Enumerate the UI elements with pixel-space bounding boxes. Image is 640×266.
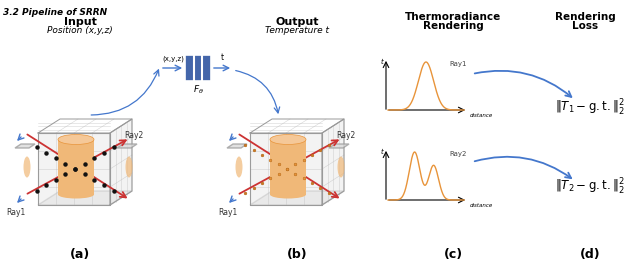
Text: $F_\theta$: $F_\theta$ — [193, 84, 204, 97]
Ellipse shape — [337, 156, 344, 177]
Text: Rendering: Rendering — [555, 12, 616, 22]
Text: Ray2: Ray2 — [337, 131, 356, 140]
Ellipse shape — [270, 190, 306, 198]
Text: (x,y,z): (x,y,z) — [162, 56, 184, 62]
Text: Ray1: Ray1 — [449, 61, 467, 67]
Polygon shape — [38, 133, 110, 205]
Polygon shape — [15, 144, 35, 148]
Polygon shape — [250, 191, 344, 205]
Text: distance: distance — [470, 203, 493, 208]
Text: (c): (c) — [444, 248, 463, 261]
Polygon shape — [250, 133, 322, 205]
FancyBboxPatch shape — [185, 55, 211, 81]
Text: (d): (d) — [580, 248, 600, 261]
Polygon shape — [270, 139, 306, 194]
Text: Ray2: Ray2 — [124, 131, 143, 140]
Text: distance: distance — [470, 113, 493, 118]
Text: t: t — [380, 149, 383, 155]
Text: $\| T_1 - \mathrm{g.t.}\|_2^2$: $\| T_1 - \mathrm{g.t.}\|_2^2$ — [555, 98, 625, 118]
Text: Thermoradiance: Thermoradiance — [405, 12, 501, 22]
Polygon shape — [329, 144, 349, 148]
Text: 3.2 Pipeline of SRRN: 3.2 Pipeline of SRRN — [3, 8, 107, 17]
Polygon shape — [227, 144, 247, 148]
Text: Temperature t: Temperature t — [265, 26, 329, 35]
Text: Ray1: Ray1 — [6, 208, 26, 217]
Text: (a): (a) — [70, 248, 90, 261]
Ellipse shape — [58, 135, 94, 144]
Ellipse shape — [125, 156, 132, 177]
Polygon shape — [117, 144, 137, 148]
Ellipse shape — [24, 156, 31, 177]
Text: Rendering: Rendering — [422, 21, 483, 31]
Polygon shape — [38, 191, 132, 205]
Text: Input: Input — [63, 17, 97, 27]
Ellipse shape — [270, 135, 306, 144]
Polygon shape — [322, 119, 344, 205]
Ellipse shape — [236, 156, 243, 177]
Text: Output: Output — [275, 17, 319, 27]
Text: Position (x,y,z): Position (x,y,z) — [47, 26, 113, 35]
Text: (b): (b) — [287, 248, 307, 261]
Ellipse shape — [58, 190, 94, 198]
Text: Ray2: Ray2 — [450, 151, 467, 157]
Polygon shape — [58, 139, 94, 194]
Text: t: t — [380, 59, 383, 65]
Polygon shape — [110, 119, 132, 205]
Text: t: t — [220, 53, 223, 62]
Text: Loss: Loss — [572, 21, 598, 31]
Text: $\| T_2 - \mathrm{g.t.}\|_2^2$: $\| T_2 - \mathrm{g.t.}\|_2^2$ — [555, 177, 625, 197]
Text: Ray1: Ray1 — [218, 208, 237, 217]
